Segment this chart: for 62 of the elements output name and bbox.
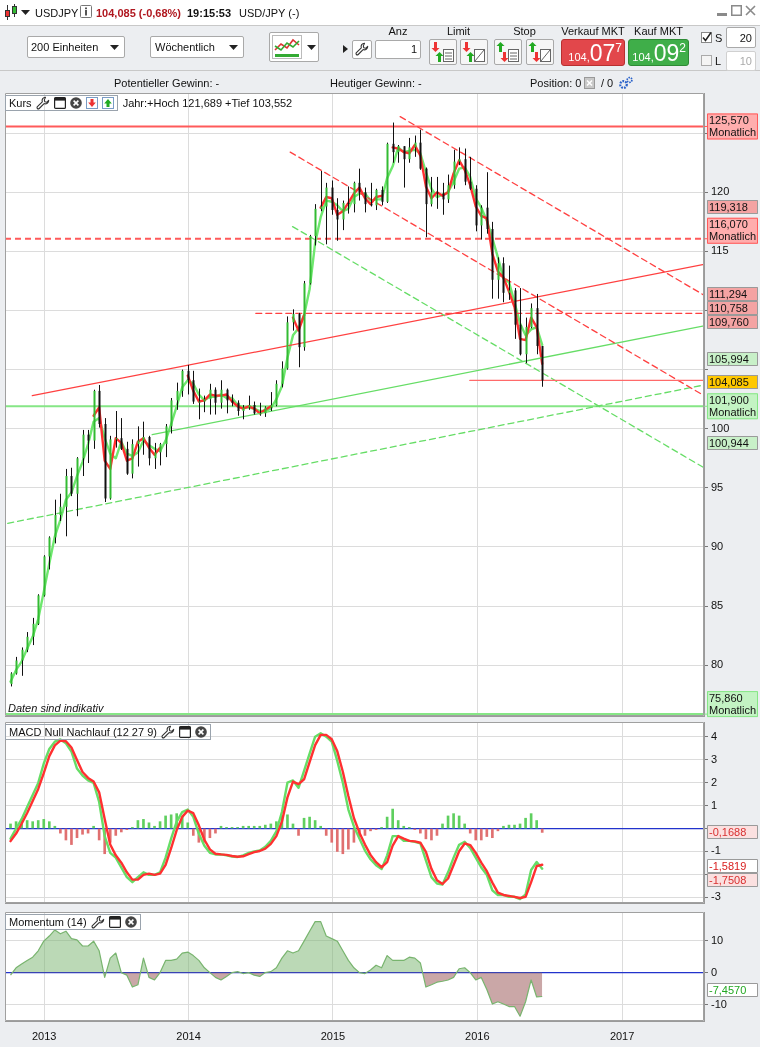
y-tick-label: -3 <box>711 890 721 903</box>
x-tick-label: 2017 <box>609 1029 635 1042</box>
x-tick-label: 2014 <box>176 1029 201 1042</box>
text: -0,1688 <box>709 825 747 838</box>
y-tick-label: 80 <box>711 658 724 671</box>
text: -1,7508 <box>709 873 747 886</box>
text: Verkauf MKT <box>560 25 626 38</box>
text: USDJPY <box>35 7 79 20</box>
y-tick-label: 115 <box>711 244 729 257</box>
text: Wöchentlich <box>155 41 215 54</box>
annotation: Daten sind indikativ <box>8 702 104 715</box>
ref-line-label: 75,860 Monatlich <box>709 691 757 716</box>
text: 19:15:53 <box>187 7 232 20</box>
y-tick-label: 85 <box>711 599 724 612</box>
text: USD/JPY (-) <box>239 7 300 20</box>
text: / 0 <box>601 77 614 90</box>
y-tick-label: -1 <box>711 844 721 857</box>
text: 105,994 <box>709 352 749 365</box>
text: -1,5819 <box>709 859 747 872</box>
text: -7,4570 <box>709 983 747 996</box>
text: Heutiger Gewinn: - <box>330 77 422 90</box>
text: 100,944 <box>709 436 749 449</box>
x-tick-label: 2015 <box>320 1029 346 1042</box>
text: Limit <box>445 25 472 38</box>
text: 1 <box>409 43 417 56</box>
chart-title: Momentum (14) <box>9 916 87 928</box>
y-tick-label: 1 <box>711 798 718 811</box>
y-tick-label: 4 <box>711 729 718 742</box>
y-tick-label: 100 <box>711 421 730 434</box>
text: 119,318 <box>709 200 748 213</box>
text: S <box>715 32 723 45</box>
x-tick-label: 2016 <box>465 1029 490 1042</box>
text: 111,294 <box>709 287 748 300</box>
text: Kauf MKT <box>633 25 684 38</box>
y-tick-label: 2 <box>711 775 718 788</box>
chart-title: MACD Null Nachlauf (12 27 9) <box>9 726 157 738</box>
text: 109,760 <box>709 315 749 328</box>
text: L <box>715 55 722 68</box>
text: Position: 0 <box>530 77 582 90</box>
text: Stop <box>512 25 537 38</box>
y-tick-label: 0 <box>711 965 718 978</box>
y-tick-label: 120 <box>711 185 730 198</box>
x-tick-label: 2013 <box>31 1029 57 1042</box>
text: 104,085 <box>709 375 749 388</box>
y-tick-label: 90 <box>711 539 724 552</box>
ref-line-label: 101,900 Monatlich <box>709 393 757 418</box>
text: 104,085 (-0,68%) <box>96 7 181 20</box>
ref-line-label: 116,070 Monatlich <box>709 218 757 243</box>
y-tick-label: 3 <box>711 752 718 765</box>
chart-title: Kurs <box>9 97 32 109</box>
y-tick-label: 95 <box>711 480 724 493</box>
text: 104,07$^{7}$ <box>568 40 622 66</box>
y-tick-label: 10 <box>711 933 724 946</box>
text: 20 <box>738 32 752 45</box>
text: 10 <box>738 55 752 68</box>
text: 200 Einheiten <box>31 41 99 54</box>
text: 110,758 <box>709 301 748 314</box>
text: Potentieller Gewinn: - <box>114 77 220 90</box>
chart-subtitle: Jahr:+Hoch 121,689 +Tief 103,552 <box>122 97 293 109</box>
ref-line-label: 125,570 Monatlich <box>709 113 757 138</box>
y-tick-label: -10 <box>711 997 727 1010</box>
text: Anz <box>387 25 409 38</box>
